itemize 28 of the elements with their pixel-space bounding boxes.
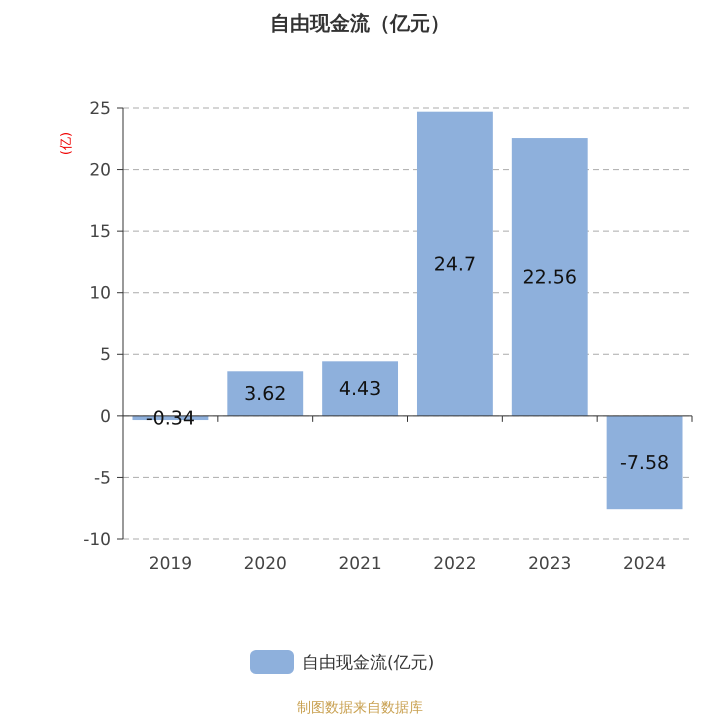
bar [322,361,398,416]
x-tick-label: 2023 [528,554,572,574]
y-axis-title: (亿) [59,132,74,156]
bar [512,138,588,416]
y-tick-label: 25 [89,98,111,119]
data-label: 4.43 [338,378,382,400]
y-tick-label: 10 [89,284,111,304]
y-tick-label: -10 [83,530,111,550]
data-label: -7.58 [620,452,670,474]
bar [416,112,493,416]
legend-label: 自由现金流(亿元) [302,652,434,673]
x-tick-label: 2021 [338,554,382,574]
data-label: 3.62 [244,383,286,406]
data-label: 22.56 [522,266,577,289]
bar [227,371,304,416]
y-tick-label: 5 [100,345,111,366]
x-tick-label: 2019 [148,554,192,574]
text: 制图数据来自数据库 [297,700,423,716]
x-tick-label: 2022 [433,554,477,574]
x-tick-label: 2024 [622,554,666,574]
y-tick-label: 15 [89,222,111,242]
x-tick-label: 2020 [244,554,287,574]
y-tick-label: 20 [89,160,111,181]
data-label: 24.7 [434,253,476,276]
bar [606,416,683,510]
y-tick-label: -5 [94,468,111,488]
y-tick-label: 0 [100,406,111,427]
chart-title: 自由现金流（亿元） [270,11,450,35]
